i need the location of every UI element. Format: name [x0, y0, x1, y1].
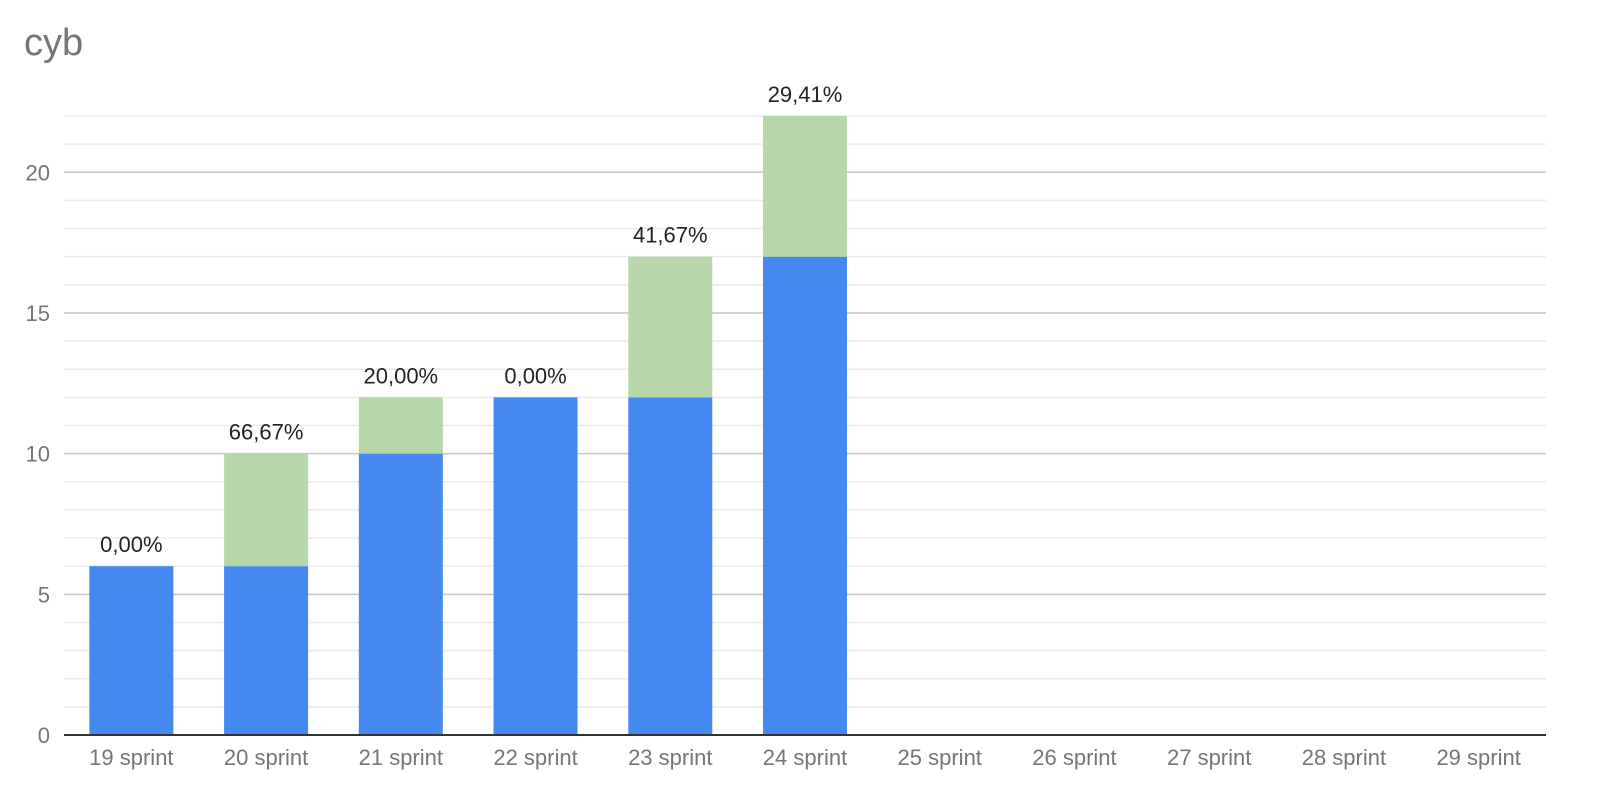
- axis-layer: 0 5 10 15 20 19 sprint 20 sprint 21 sprint 22 sp…: [26, 160, 1546, 770]
- bar-series1-21-sprint: [358, 453, 443, 735]
- bar-series2-24-sprint: [763, 116, 847, 257]
- x-tick-label: 24 sprint: [763, 745, 847, 770]
- y-tick-label: 20: [26, 160, 50, 185]
- bars-layer: [89, 116, 847, 735]
- bar-series2-21-sprint: [358, 397, 443, 454]
- labels-layer: 0,00% 66,67% 20,00% 0,00% 41,67% 29,41%: [100, 82, 842, 557]
- y-tick-label: 5: [38, 582, 50, 607]
- bar-series2-23-sprint: [628, 256, 713, 398]
- data-label: 66,67%: [229, 420, 304, 445]
- x-tick-label: 19 sprint: [89, 745, 173, 770]
- x-tick-label: 23 sprint: [628, 745, 712, 770]
- y-tick-label: 0: [38, 723, 50, 748]
- data-label: 0,00%: [504, 363, 566, 388]
- bar-series1-20-sprint: [224, 566, 309, 735]
- data-label: 41,67%: [633, 223, 708, 248]
- x-tick-label: 22 sprint: [493, 745, 577, 770]
- bar-series1-23-sprint: [628, 397, 713, 735]
- x-tick-label: 25 sprint: [898, 745, 982, 770]
- x-tick-label: 20 sprint: [224, 745, 308, 770]
- y-tick-label: 15: [26, 301, 50, 326]
- bar-series2-20-sprint: [224, 453, 309, 567]
- x-tick-label: 28 sprint: [1302, 745, 1386, 770]
- bar-series1-22-sprint: [493, 397, 578, 735]
- x-tick-label: 21 sprint: [359, 745, 443, 770]
- x-tick-label: 27 sprint: [1167, 745, 1251, 770]
- data-label: 0,00%: [100, 532, 162, 557]
- chart-title: cyb: [24, 22, 84, 64]
- data-label: 29,41%: [768, 82, 843, 107]
- x-tick-label: 29 sprint: [1436, 745, 1520, 770]
- bar-series1-24-sprint: [763, 256, 847, 735]
- x-tick-label: 26 sprint: [1032, 745, 1116, 770]
- bar-series1-19-sprint: [89, 566, 174, 735]
- y-tick-label: 10: [26, 442, 50, 467]
- data-label: 20,00%: [364, 363, 439, 388]
